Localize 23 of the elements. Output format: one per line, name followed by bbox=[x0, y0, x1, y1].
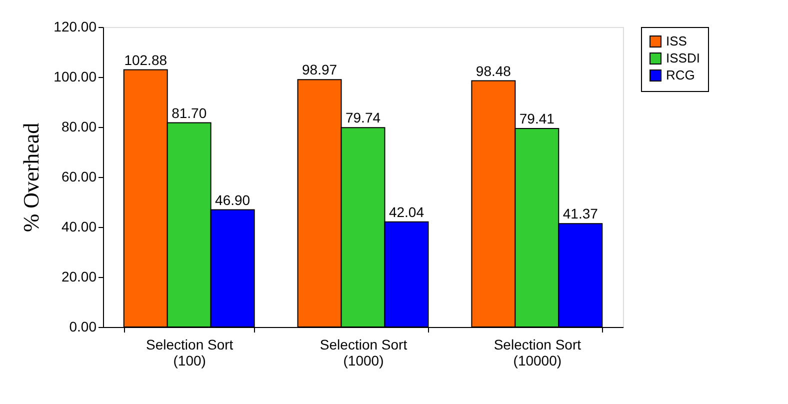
y-tick-label: 80.00 bbox=[61, 118, 97, 134]
data-label: 81.70 bbox=[172, 104, 207, 121]
y-tick-label: 60.00 bbox=[61, 168, 97, 184]
legend-label: ISSDI bbox=[666, 50, 700, 66]
y-tick-label: 40.00 bbox=[61, 218, 97, 234]
data-label: 46.90 bbox=[215, 192, 250, 208]
y-tick-label: 0.00 bbox=[69, 318, 97, 334]
data-label: 102.88 bbox=[124, 52, 168, 68]
data-label: 79.41 bbox=[519, 110, 555, 126]
y-axis-title: % Overhead bbox=[18, 122, 44, 232]
data-label: 79.74 bbox=[345, 110, 381, 126]
x-tick-label: Selection Sort (100) bbox=[146, 336, 234, 368]
y-tick-label: 20.00 bbox=[61, 268, 97, 284]
y-tick-label: 120.00 bbox=[54, 18, 97, 34]
data-label: 41.37 bbox=[562, 206, 598, 222]
y-tick-label: 100.00 bbox=[54, 68, 97, 84]
x-tick-label: Selection Sort (10000) bbox=[494, 336, 582, 368]
legend-label: ISS bbox=[666, 34, 688, 48]
legend-label: RCG bbox=[666, 68, 695, 82]
data-label: 42.04 bbox=[388, 204, 424, 220]
x-tick-label: Selection Sort (1000) bbox=[320, 336, 408, 368]
data-label: 98.48 bbox=[476, 62, 512, 79]
data-label: 98.97 bbox=[302, 62, 338, 78]
